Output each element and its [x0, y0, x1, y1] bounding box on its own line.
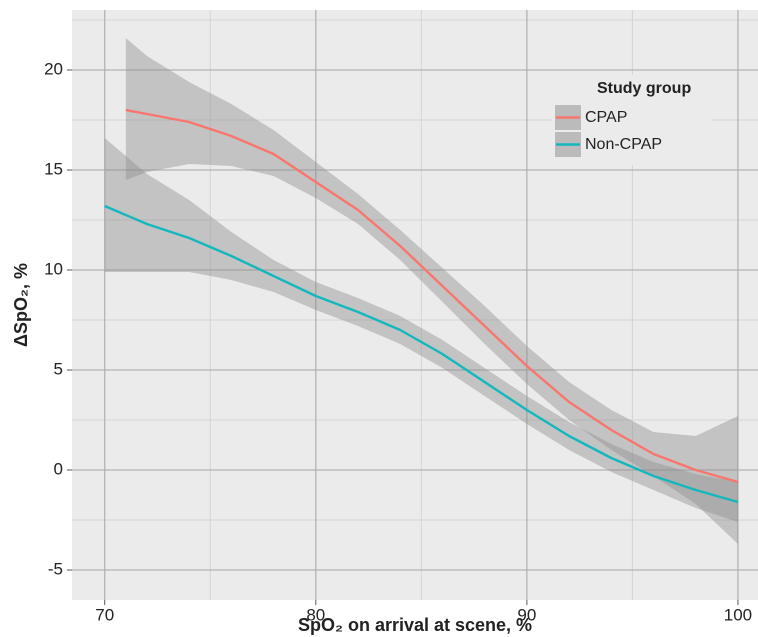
line [104, 204, 739, 504]
confidence-band [104, 138, 738, 522]
x-axis-title: SpO₂ on arrival at scene, % [298, 615, 532, 635]
y-axis-title: ΔSpO₂, % [11, 263, 31, 347]
x-tick-label: 70 [95, 605, 114, 624]
legend-title: Study group [597, 80, 691, 97]
confidence-band [125, 38, 738, 544]
y-tick-label: 5 [54, 359, 63, 378]
legend-label: Non-CPAP [585, 136, 662, 153]
y-tick-label: 20 [44, 59, 63, 78]
y-tick-label: 0 [54, 459, 63, 478]
y-tick-label: 15 [44, 159, 63, 178]
legend: Study group CPAP Non-CPAP [552, 75, 712, 165]
bands [104, 38, 738, 544]
x-tick-label: 80 [306, 605, 325, 624]
axes: 70 80 90 100 -5 0 5 10 15 20 [44, 59, 752, 624]
x-tick-label: 100 [724, 605, 752, 624]
legend-label: CPAP [585, 109, 627, 126]
line [125, 108, 739, 484]
lines [104, 108, 739, 504]
x-tick-label: 90 [517, 605, 536, 624]
y-tick-label: 10 [44, 259, 63, 278]
y-tick-label: -5 [48, 559, 63, 578]
